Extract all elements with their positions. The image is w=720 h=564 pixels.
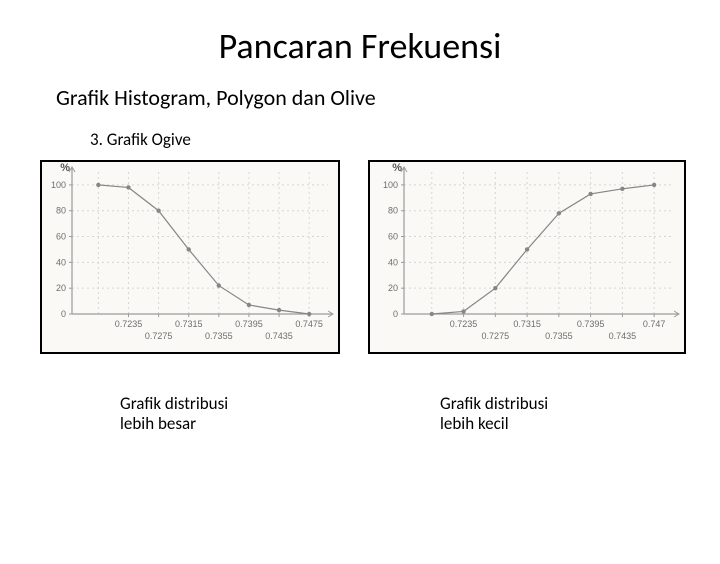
svg-text:0.7395: 0.7395 (235, 319, 263, 329)
svg-text:0.7435: 0.7435 (609, 331, 637, 341)
charts-row: 020406080100%0.72350.73150.73950.74750.7… (40, 160, 720, 354)
svg-text:0: 0 (61, 309, 66, 319)
svg-text:0.7275: 0.7275 (482, 331, 510, 341)
chart-group-subtitle: Grafik Histogram, Polygon dan Olive (56, 84, 720, 111)
svg-text:0.7355: 0.7355 (545, 331, 573, 341)
svg-text:100: 100 (383, 180, 398, 190)
captions-row: Grafik distribusi lebih besar Grafik dis… (0, 394, 720, 435)
svg-text:100: 100 (51, 180, 66, 190)
page-title: Pancaran Frekuensi (0, 24, 720, 68)
svg-text:0.7475: 0.7475 (295, 319, 323, 329)
caption-text: lebih kecil (440, 413, 509, 434)
ogive-left-chart: 020406080100%0.72350.73150.73950.74750.7… (40, 160, 340, 354)
svg-text:0: 0 (393, 309, 398, 319)
svg-text:40: 40 (56, 257, 66, 267)
svg-text:0.7235: 0.7235 (115, 319, 143, 329)
svg-text:0.747: 0.747 (643, 319, 666, 329)
svg-text:0.7355: 0.7355 (205, 331, 233, 341)
section-label: 3. Grafik Ogive (90, 129, 720, 150)
svg-text:60: 60 (56, 232, 66, 242)
caption-text: lebih besar (120, 413, 196, 434)
svg-text:0.7395: 0.7395 (577, 319, 605, 329)
caption-text: Grafik distribusi (440, 393, 548, 414)
svg-text:80: 80 (388, 206, 398, 216)
ogive-left-svg: 020406080100%0.72350.73150.73950.74750.7… (42, 162, 338, 352)
svg-text:%: % (60, 162, 70, 174)
svg-text:%: % (392, 162, 402, 174)
caption-text: Grafik distribusi (120, 393, 228, 414)
svg-text:0.7315: 0.7315 (175, 319, 203, 329)
left-chart-caption: Grafik distribusi lebih besar (120, 394, 300, 435)
ogive-right-svg: 0 20 40 60 80 100% 0.7235 0.7315 0.7395 0.747 0.72… (370, 162, 684, 352)
svg-text:60: 60 (388, 232, 398, 242)
svg-text:0.7235: 0.7235 (450, 319, 478, 329)
svg-text:20: 20 (388, 283, 398, 293)
svg-text:0.7275: 0.7275 (145, 331, 173, 341)
ogive-right-chart: 0 20 40 60 80 100% 0.7235 0.7315 0.7395 0.747 0.72… (368, 160, 686, 354)
svg-text:20: 20 (56, 283, 66, 293)
svg-text:0.7315: 0.7315 (513, 319, 541, 329)
svg-text:80: 80 (56, 206, 66, 216)
right-chart-caption: Grafik distribusi lebih kecil (440, 394, 620, 435)
svg-text:40: 40 (388, 257, 398, 267)
svg-text:0.7435: 0.7435 (265, 331, 293, 341)
